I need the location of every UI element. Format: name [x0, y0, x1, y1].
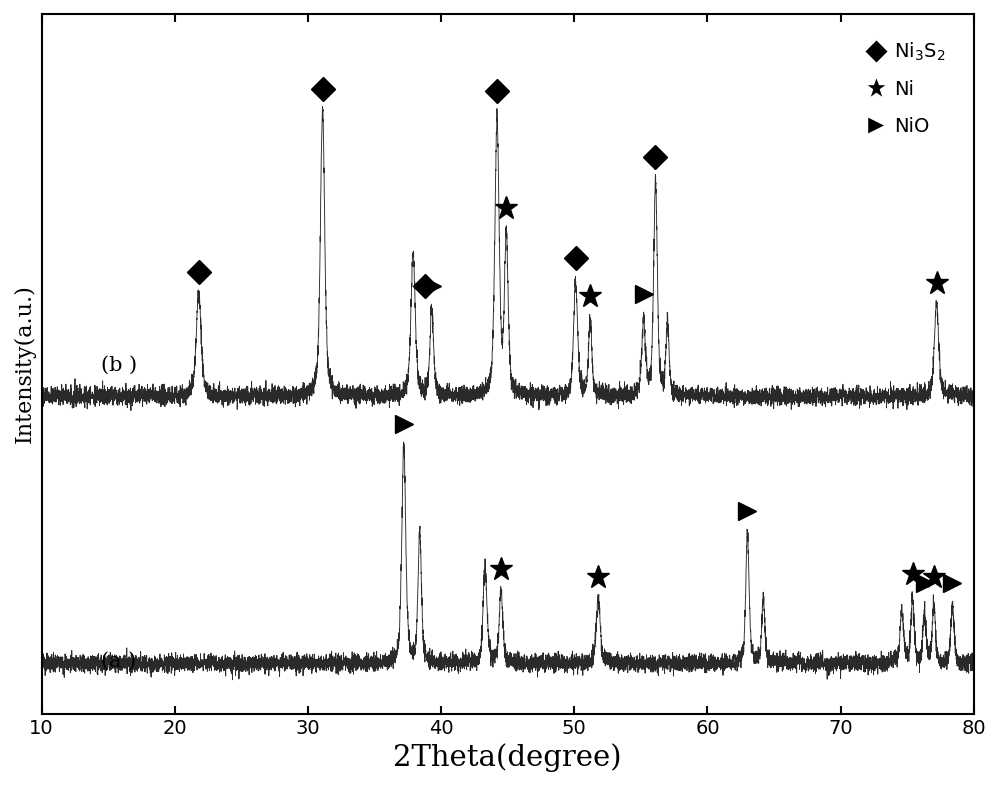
Text: (a ): (a ): [101, 652, 137, 670]
Legend: Ni$_3$S$_2$, Ni, NiO: Ni$_3$S$_2$, Ni, NiO: [859, 31, 955, 145]
Y-axis label: Intensity(a.u.): Intensity(a.u.): [14, 285, 36, 443]
X-axis label: 2Theta(degree): 2Theta(degree): [393, 744, 622, 772]
Text: (b ): (b ): [101, 356, 138, 375]
